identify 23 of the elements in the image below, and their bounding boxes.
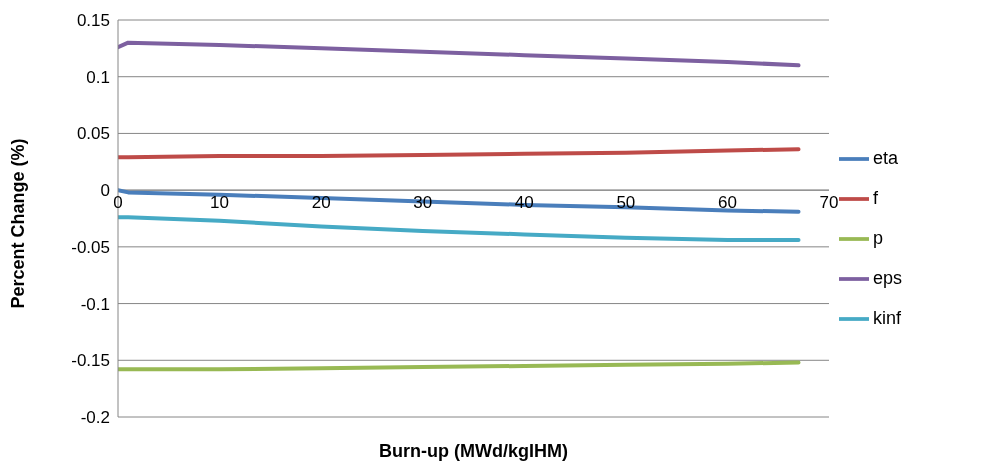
y-tick-label: -0.1	[80, 294, 110, 314]
x-axis-title: Burn-up (MWd/kgIHM)	[379, 441, 568, 461]
legend-label: kinf	[873, 307, 902, 328]
x-tick-label: 70	[819, 193, 839, 213]
legend-label: eta	[873, 147, 899, 168]
legend-label: f	[873, 187, 879, 208]
y-tick-label: -0.15	[71, 351, 110, 371]
line-series	[118, 147, 801, 160]
y-tick-label: -0.2	[80, 408, 110, 428]
line-series	[118, 215, 801, 243]
y-tick-label: 0.1	[86, 67, 110, 87]
x-tick-label: 30	[413, 193, 433, 213]
x-tick-label: 10	[210, 193, 230, 213]
y-tick-label: 0.15	[76, 11, 110, 31]
y-tick-label: 0.05	[76, 124, 110, 144]
x-tick-label: 0	[113, 193, 123, 213]
legend-label: eps	[873, 267, 903, 288]
y-axis-title: Percent Change (%)	[8, 138, 29, 309]
line-series	[118, 360, 801, 372]
x-tick-label: 60	[717, 193, 737, 213]
y-tick-label: -0.05	[71, 237, 110, 257]
line-series	[118, 40, 801, 68]
legend-label: p	[873, 227, 884, 248]
